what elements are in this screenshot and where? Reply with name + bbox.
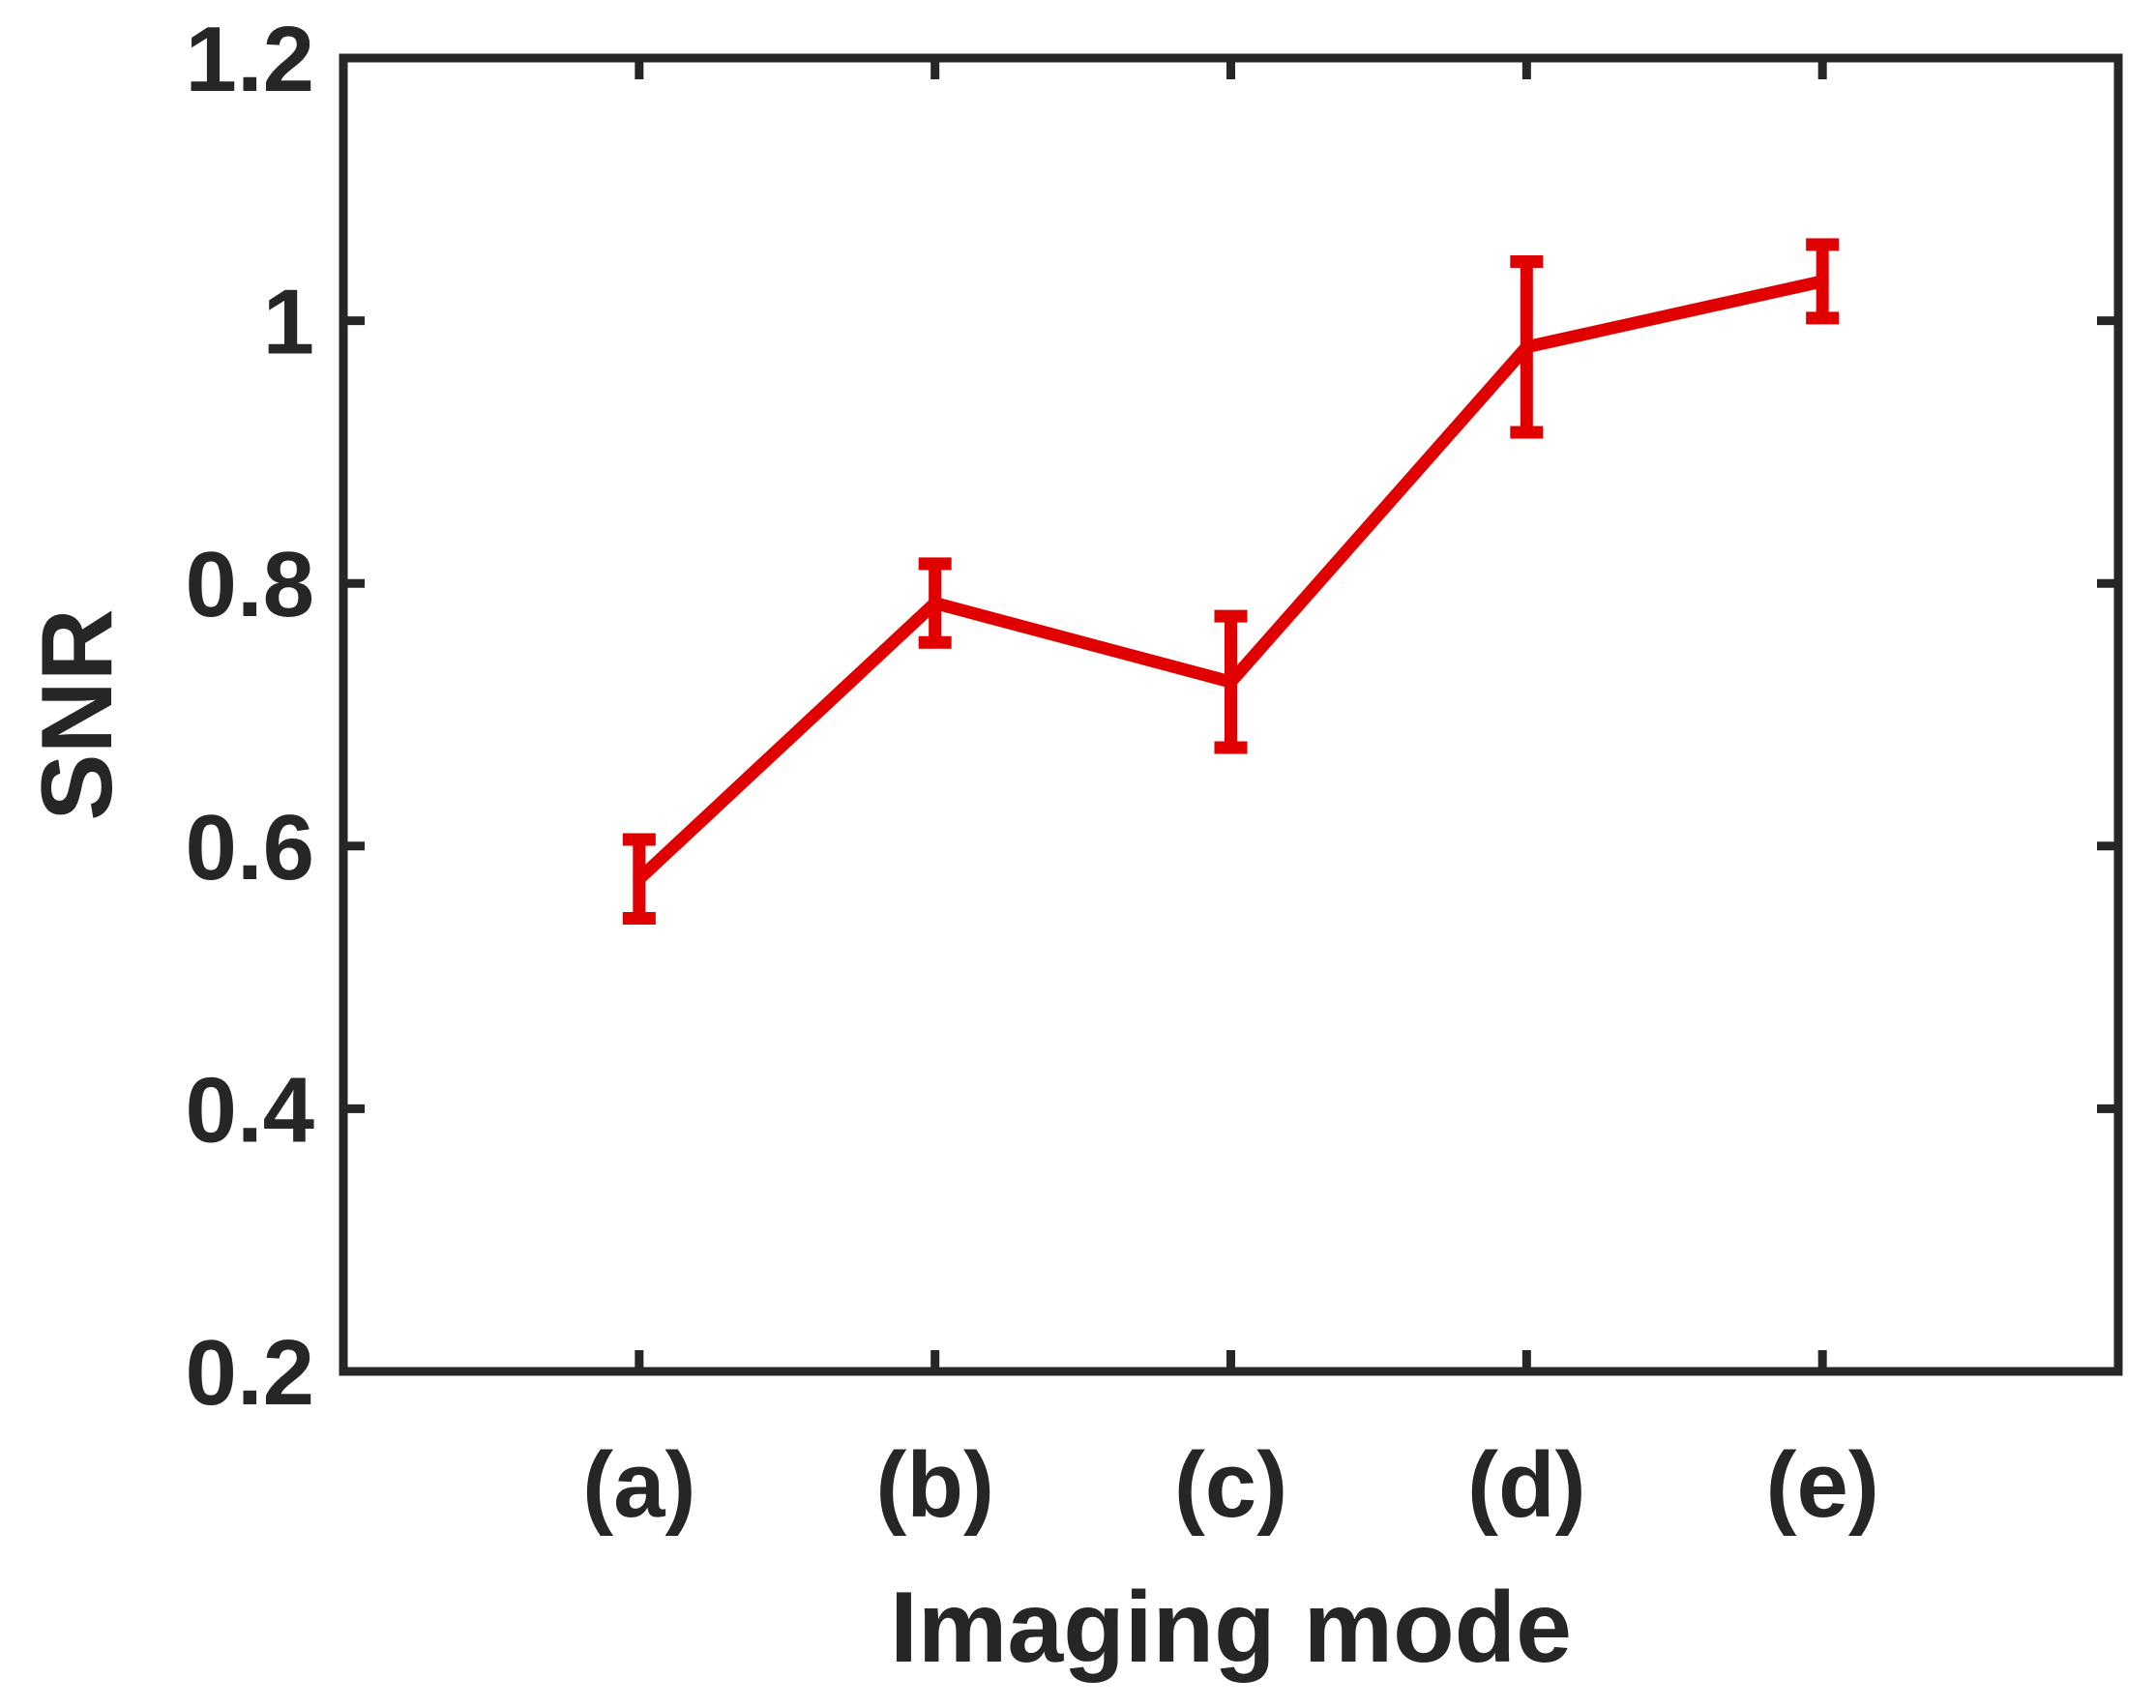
data-point [1521,340,1533,353]
y-axis-label: SNR [21,608,133,821]
data-point [633,872,645,885]
y-tick-label: 1.2 [186,8,314,111]
y-axis: 0.2 0.4 0.6 0.8 1 1.2 [186,8,2118,1425]
x-axis: (a) (b) (c) (d) (e) [582,58,1879,1537]
x-tick-label: (a) [582,1433,695,1537]
y-tick-label: 0.2 [186,1321,314,1425]
series-layer [622,238,1840,925]
y-tick-label: 0.8 [186,533,314,636]
x-axis-label: Imaging mode [890,1572,1572,1684]
y-tick-label: 0.6 [186,796,314,899]
x-tick-label: (d) [1467,1433,1586,1537]
data-point [929,597,941,609]
x-tick-label: (e) [1766,1433,1879,1537]
series-line [633,275,1829,886]
data-point [1225,676,1237,689]
x-tick-label: (b) [875,1433,994,1537]
y-tick-label: 0.4 [186,1058,314,1162]
y-tick-label: 1 [263,271,314,374]
data-point [1816,275,1829,287]
x-tick-label: (c) [1174,1433,1287,1537]
